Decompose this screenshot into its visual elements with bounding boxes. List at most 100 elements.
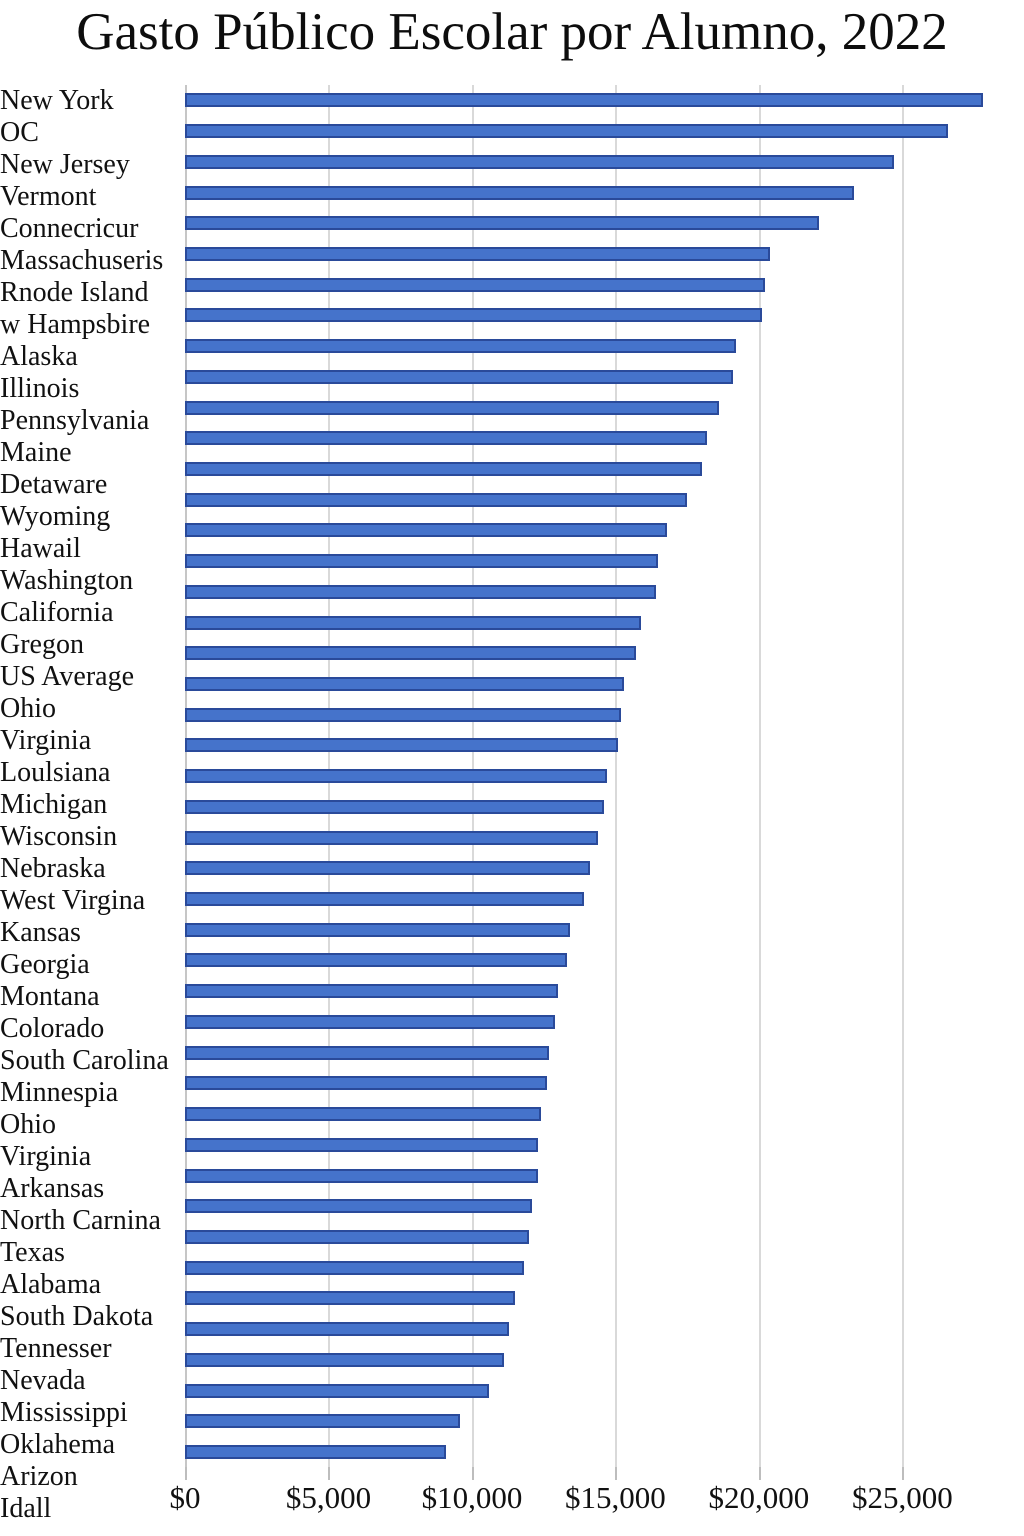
- bar: [185, 1168, 538, 1183]
- bar: [185, 400, 719, 415]
- bar-row: [185, 177, 1010, 208]
- bar: [185, 523, 668, 538]
- bar-row: [185, 1314, 1010, 1345]
- bar-row: [185, 1129, 1010, 1160]
- category-label: Alabama: [0, 1269, 102, 1300]
- bar: [185, 93, 983, 108]
- bar-row: [185, 1222, 1010, 1253]
- bar-row: [185, 792, 1010, 823]
- bar: [185, 461, 702, 476]
- bar: [185, 984, 559, 999]
- bar: [185, 277, 765, 292]
- category-label: Connecricur: [0, 213, 139, 244]
- bar-row: [185, 300, 1010, 331]
- bar-row: [185, 515, 1010, 546]
- bar-row: [185, 699, 1010, 730]
- bar-row: [185, 454, 1010, 485]
- bar: [185, 1383, 490, 1398]
- x-tick-mark: [615, 1467, 618, 1480]
- bar: [185, 799, 604, 814]
- category-label: Hawail: [0, 533, 81, 564]
- category-label: Virginia: [0, 725, 92, 756]
- category-label: Tennesser: [0, 1333, 112, 1364]
- bar-row: [185, 423, 1010, 454]
- x-tick-label: $10,000: [421, 1480, 523, 1515]
- bar: [185, 1414, 461, 1429]
- bar-row: [185, 1037, 1010, 1068]
- bar: [185, 1199, 533, 1214]
- bar-row: [185, 976, 1010, 1007]
- category-label: Texas: [0, 1237, 65, 1268]
- bar: [185, 369, 734, 384]
- category-label: South Dakota: [0, 1301, 154, 1332]
- bar: [185, 154, 894, 169]
- bar: [185, 892, 584, 907]
- bar: [185, 861, 590, 876]
- category-label: Gregon: [0, 629, 84, 660]
- category-label: Vermont: [0, 181, 97, 212]
- bar: [185, 615, 642, 630]
- bar-row: [185, 914, 1010, 945]
- category-label: Michigan: [0, 789, 108, 820]
- bar: [185, 1322, 510, 1337]
- category-label: Virginia: [0, 1141, 92, 1172]
- bar-row: [185, 484, 1010, 515]
- bar-row: [185, 239, 1010, 270]
- category-label: Wyoming: [0, 501, 111, 532]
- category-label: US Average: [0, 661, 134, 692]
- category-label: California: [0, 597, 114, 628]
- bar-row: [185, 761, 1010, 792]
- bar: [185, 707, 622, 722]
- bar: [185, 584, 656, 599]
- x-tick-label: $25,000: [852, 1480, 953, 1515]
- bar-row: [185, 269, 1010, 300]
- bar: [185, 308, 762, 323]
- x-axis-tick-marks: [185, 1467, 1010, 1480]
- bar-row: [185, 85, 1010, 116]
- x-tick-mark: [471, 1467, 474, 1480]
- bar-row: [185, 1252, 1010, 1283]
- bar: [185, 124, 949, 139]
- category-label: Maine: [0, 437, 72, 468]
- x-axis-labels: $0 $5,000 $10,000 $15,000 $20,000 $25,000: [170, 1480, 1010, 1524]
- bar-row: [185, 116, 1010, 147]
- category-label: Washington: [0, 565, 134, 596]
- category-label: Kansas: [0, 917, 81, 948]
- bar-row: [185, 577, 1010, 608]
- bar-row: [185, 945, 1010, 976]
- x-tick-mark: [328, 1467, 331, 1480]
- bar-row: [185, 392, 1010, 423]
- bar: [185, 431, 708, 446]
- chart-title: Gasto Público Escolar por Alumno, 2022: [76, 3, 948, 61]
- bar-row: [185, 1344, 1010, 1375]
- x-tick-label: $20,000: [708, 1480, 810, 1515]
- category-label: OC: [0, 117, 39, 148]
- category-label: New Jersey: [0, 149, 130, 180]
- bar: [185, 216, 820, 231]
- category-label: Montana: [0, 981, 100, 1012]
- bar: [185, 1352, 504, 1367]
- bar: [185, 339, 736, 354]
- category-label: Mississippi: [0, 1397, 128, 1428]
- bar-row: [185, 546, 1010, 577]
- category-label: w Hampsbire: [0, 309, 151, 340]
- bar-row: [185, 1191, 1010, 1222]
- category-label: Pennsylvania: [0, 405, 150, 436]
- category-label: North Carnina: [0, 1205, 161, 1236]
- category-label: Arkansas: [0, 1173, 105, 1204]
- bar-row: [185, 1099, 1010, 1130]
- category-label: Alaska: [0, 341, 78, 372]
- x-tick-mark: [185, 1467, 187, 1480]
- bar-row: [185, 1160, 1010, 1191]
- category-label: Wisconsin: [0, 821, 118, 852]
- bar: [185, 1045, 550, 1060]
- category-label: Minnespia: [0, 1077, 119, 1108]
- bar-row: [185, 1283, 1010, 1314]
- category-label: West Virgina: [0, 885, 146, 916]
- bar: [185, 646, 636, 661]
- bar: [185, 953, 567, 968]
- bar-row: [185, 853, 1010, 884]
- bar-row: [185, 638, 1010, 669]
- category-label: Nevada: [0, 1365, 86, 1396]
- bar-row: [185, 1007, 1010, 1038]
